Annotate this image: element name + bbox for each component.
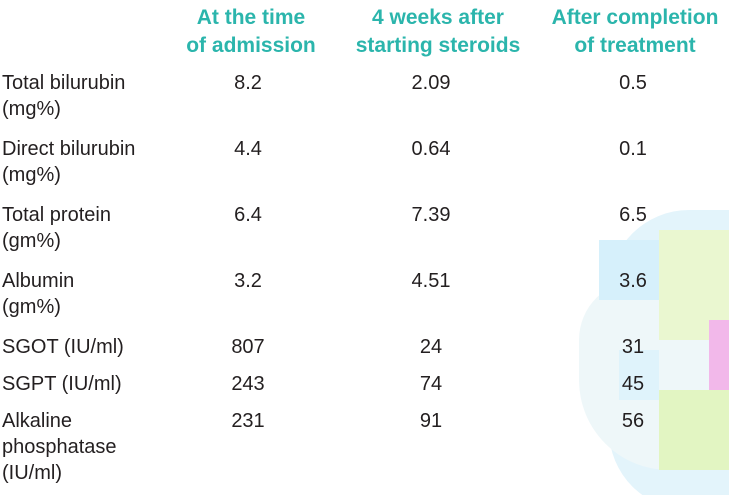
row-label-line: (gm%) [2,230,61,252]
header-line: of admission [186,34,316,57]
cell-admission: 8.2 [234,72,262,94]
row-label-line: (mg%) [2,98,61,120]
cell-after: 56 [621,410,645,432]
column-header-admission: At the time of admission [176,4,326,60]
cell-after: 6.5 [619,204,647,226]
row-label-line: (IU/ml) [2,462,62,484]
row-label-line: Total protein [2,204,111,226]
row-label-line: SGPT (IU/ml) [2,373,122,395]
row-label-line: (gm%) [2,296,61,318]
row-label: SGOT (IU/ml) [2,334,124,360]
column-header-after-treatment: After completion of treatment [535,4,729,60]
header-line: At the time [196,6,306,29]
cell-admission: 6.4 [234,204,262,226]
row-label-line: Albumin [2,270,75,292]
header-line: of treatment [574,34,696,57]
row-label-line: SGOT (IU/ml) [2,336,124,358]
cell-four-weeks: 91 [419,410,443,432]
cell-four-weeks: 4.51 [411,270,451,292]
cell-after: 3.6 [619,270,647,292]
cell-admission: 231 [231,410,265,432]
row-label-line: phosphatase [2,436,117,458]
row-label: SGPT (IU/ml) [2,371,122,397]
decorative-background-shape [569,200,729,495]
cell-after: 45 [621,373,645,395]
header-line: After completion [551,6,719,29]
row-label: Direct bilurubin (mg%) [2,136,135,188]
cell-four-weeks: 24 [419,336,443,358]
cell-four-weeks: 2.09 [411,72,451,94]
row-label: Albumin (gm%) [2,268,74,320]
cell-admission: 3.2 [234,270,262,292]
cell-after: 0.1 [619,138,647,160]
header-line: 4 weeks after [372,6,504,29]
row-label-line: Alkaline [2,410,73,432]
cell-after: 0.5 [619,72,647,94]
header-line: starting steroids [355,34,521,57]
cell-admission: 807 [231,336,265,358]
cell-four-weeks: 0.64 [411,138,451,160]
row-label: Alkaline phosphatase (IU/ml) [2,408,117,486]
row-label-line: Direct bilurubin [2,138,136,160]
cell-admission: 4.4 [234,138,262,160]
row-label-line: Total bilurubin [2,72,126,94]
row-label: Total protein (gm%) [2,202,111,254]
cell-after: 31 [621,336,645,358]
cell-four-weeks: 74 [419,373,443,395]
column-header-four-weeks: 4 weeks after starting steroids [343,4,533,60]
cell-four-weeks: 7.39 [411,204,451,226]
row-label-line: (mg%) [2,164,61,186]
cell-admission: 243 [231,373,265,395]
row-label: Total bilurubin (mg%) [2,70,125,122]
